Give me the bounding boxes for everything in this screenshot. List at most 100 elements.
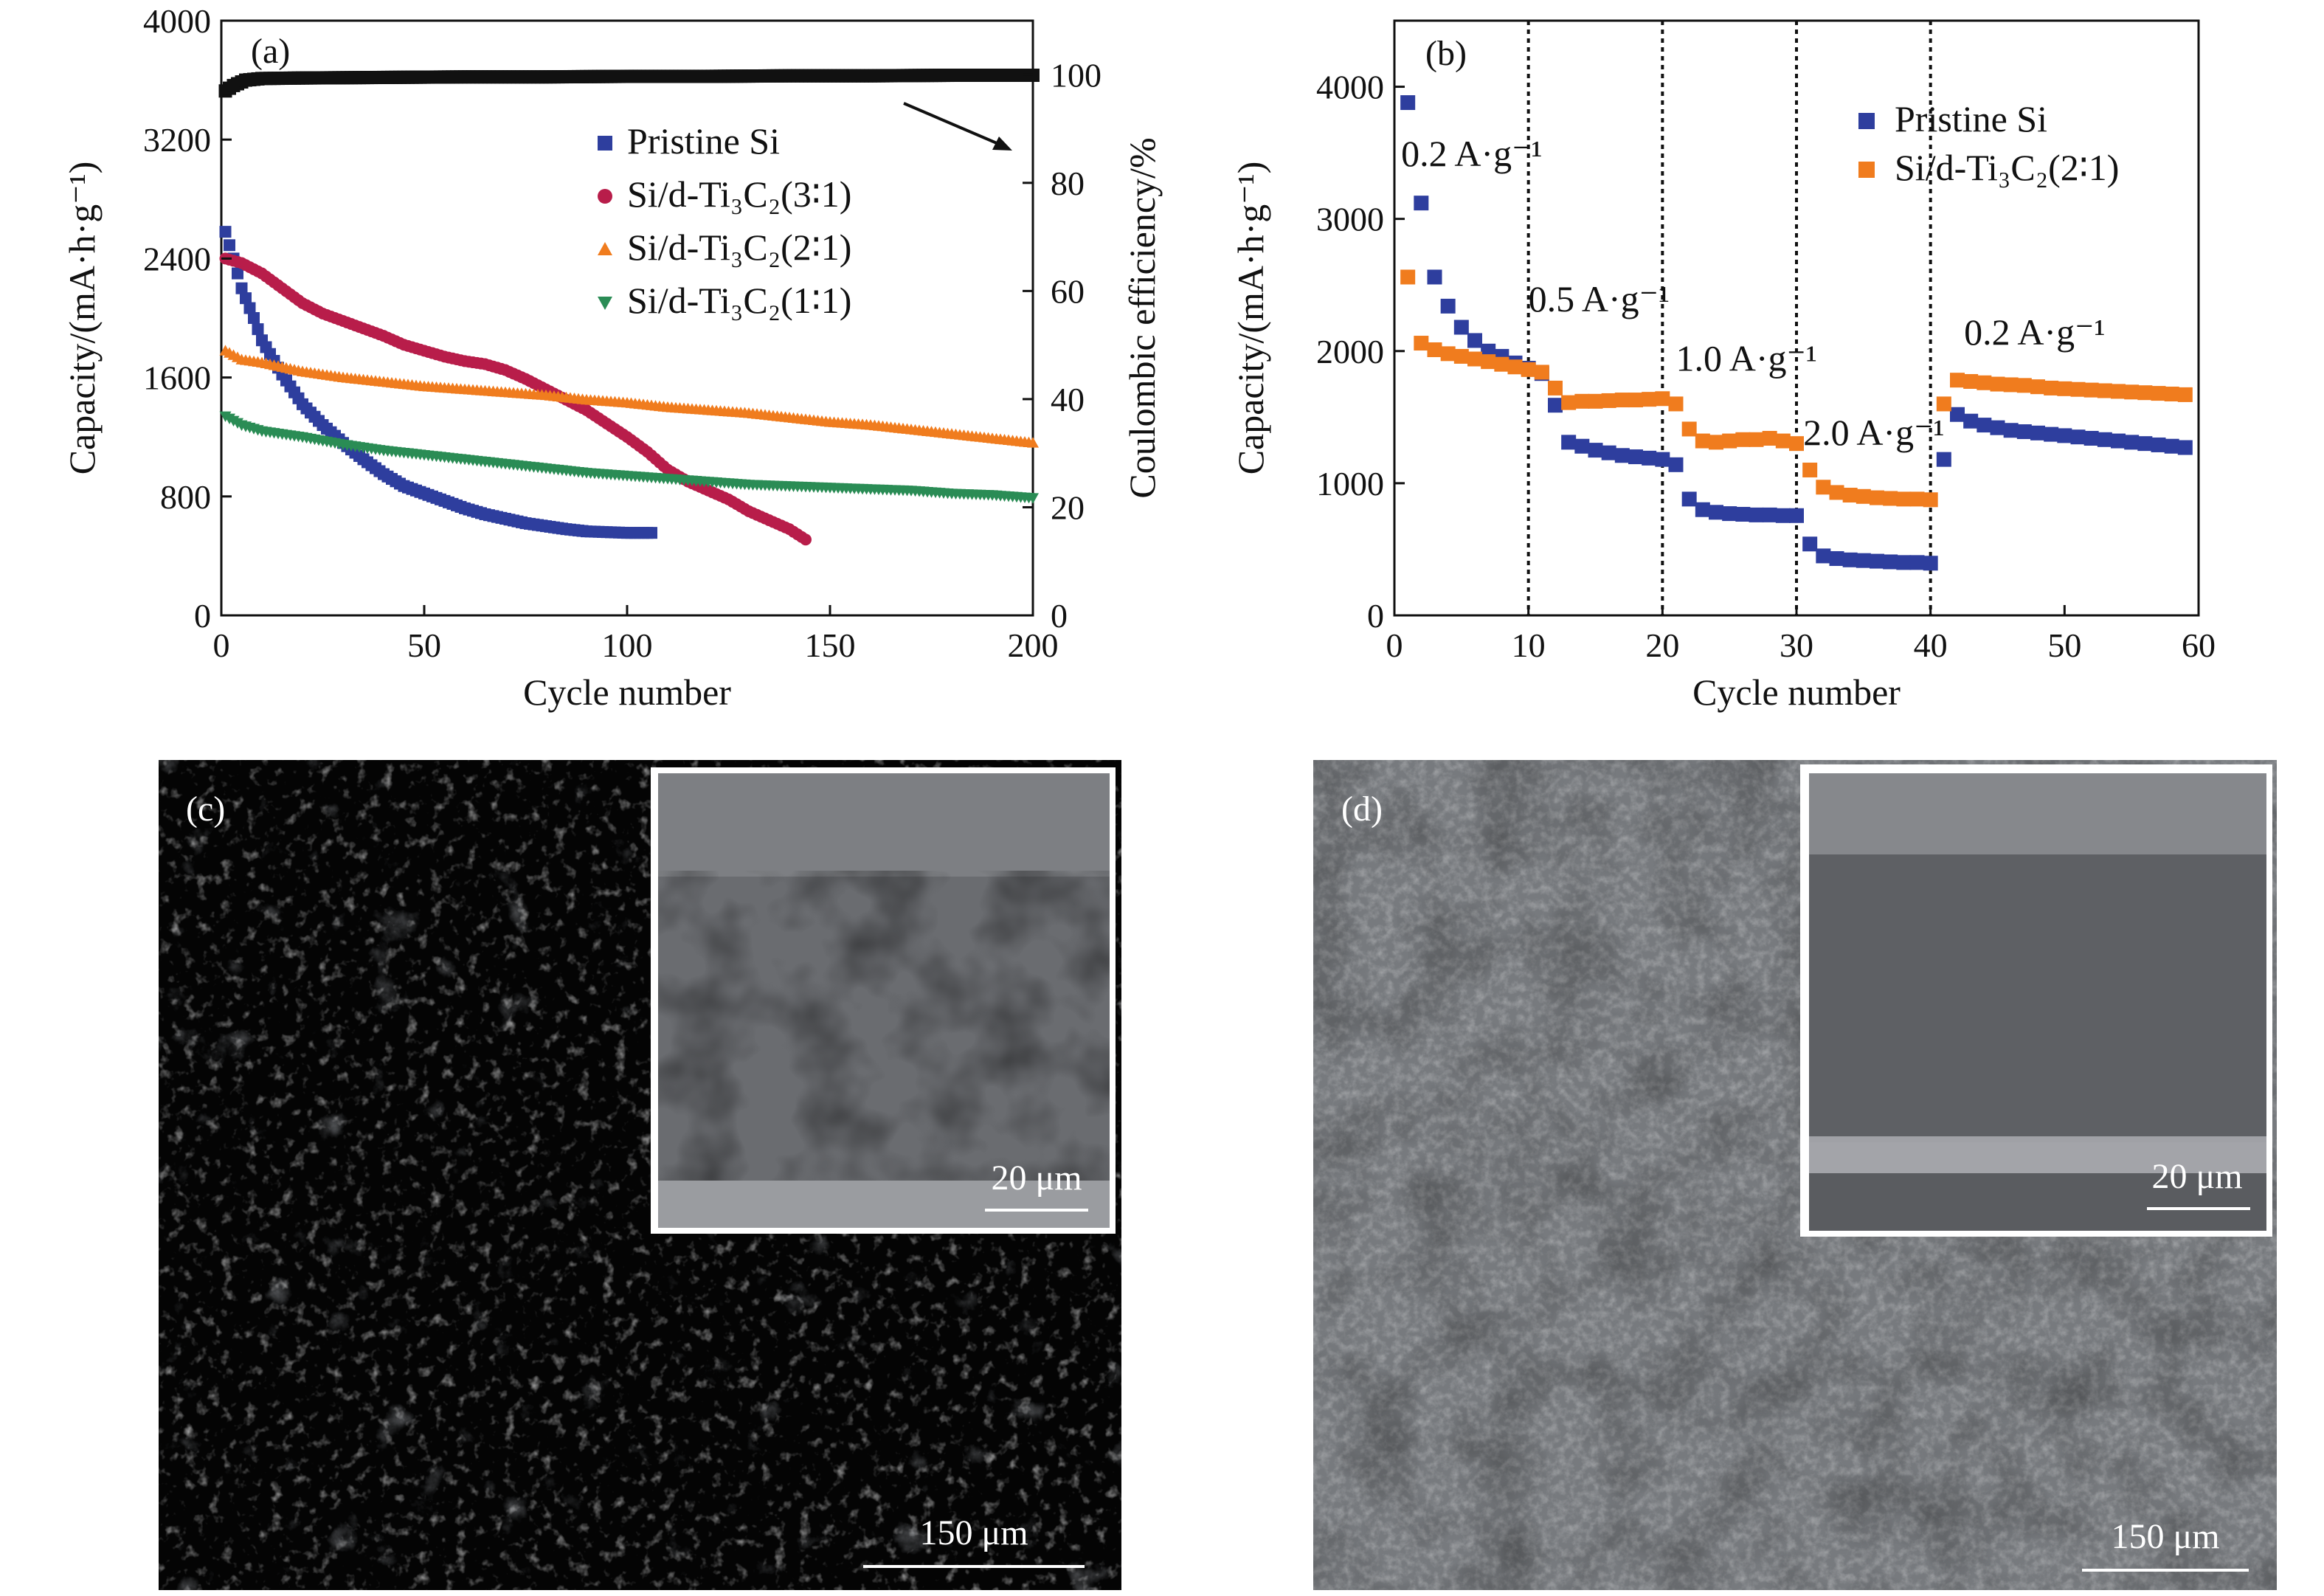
data-point-si-d-ti-c-2-1- (1507, 359, 1523, 375)
data-point-si-d-ti-c-2-1- (1453, 348, 1469, 364)
y-tick-label-a: 2400 (143, 240, 211, 277)
y-tick-label-b: 3000 (1316, 201, 1384, 238)
legend-marker-a (598, 297, 612, 310)
x-tick-label-b: 40 (1914, 626, 1948, 664)
data-point-pristine-si (1775, 508, 1791, 523)
data-point-si-d-ti-c-2-1- (1722, 433, 1737, 449)
data-point-pristine-si (2164, 438, 2179, 454)
data-point-pristine-si (1548, 398, 1563, 413)
chart-b: 0 10 20 30 40 50 60 0 1000 2000 3000 4000 0.2 A·g⁻¹… (1230, 19, 2216, 713)
scale-label-d: 150 μm (2111, 1517, 2219, 1556)
panel-label-d: (d) (1341, 790, 1383, 829)
data-point-si-d-ti-c-2-1- (2044, 380, 2059, 395)
legend-label-a: Si/d-Ti₃C₂(3∶1) (627, 173, 851, 215)
legend-marker-a (598, 136, 612, 151)
data-point-pristine-si (1909, 555, 1925, 570)
y2-tick-label-a: 100 (1051, 56, 1102, 94)
x-tick-label-a: 0 (213, 626, 230, 664)
legend-marker-b (1858, 113, 1875, 129)
y-tick-label-a: 4000 (143, 2, 211, 40)
y2-tick-label-a: 60 (1051, 272, 1085, 310)
data-point-pristine-si (1681, 491, 1697, 507)
x-tick-label-b: 30 (1780, 626, 1813, 664)
data-point-pristine-si (2070, 429, 2086, 445)
y-tick-label-b: 1000 (1316, 465, 1384, 502)
rate-annotation: 2.0 A·g⁻¹ (1803, 412, 1944, 453)
data-point-pristine-si (2083, 430, 2099, 446)
data-point-pristine-si (243, 302, 256, 314)
data-point-pristine-si (646, 527, 657, 539)
data-point-si-d-ti-c-2-1- (1735, 432, 1751, 447)
data-point-pristine-si (2044, 426, 2059, 442)
data-point-si-d-ti-c-2-1- (1642, 392, 1657, 407)
data-point-si-d-ti-c-2-1- (1614, 393, 1630, 408)
data-point-si-d-ti-c-2-1- (1883, 491, 1898, 506)
x-tick-label-b: 60 (2182, 626, 2216, 664)
data-point-si-d-ti-c-2-1- (1027, 437, 1039, 448)
x-tick-label-b: 50 (2047, 626, 2081, 664)
data-point-pristine-si (1977, 418, 1992, 433)
data-point-pristine-si (1870, 553, 1884, 569)
data-point-pristine-si (224, 239, 235, 252)
scale-label-inset-c: 20 μm (991, 1158, 1082, 1198)
data-point-pristine-si (1655, 452, 1670, 467)
data-point-pristine-si (1427, 269, 1442, 285)
y-tick-label-a: 800 (160, 478, 211, 516)
data-point-pristine-si (2111, 433, 2126, 449)
data-point-pristine-si (1950, 407, 1965, 422)
data-point-pristine-si (1816, 548, 1831, 564)
data-point-si-d-ti-c-2-1- (1574, 393, 1590, 409)
data-point-pristine-si (1453, 319, 1469, 335)
data-point-pristine-si (1588, 443, 1603, 458)
rate-annotation: 0.5 A·g⁻¹ (1529, 278, 1670, 319)
legend-label-a: Pristine Si (627, 120, 780, 162)
panel-label-a: (a) (251, 32, 290, 71)
data-point-pristine-si (1735, 506, 1751, 522)
data-point-pristine-si (1614, 448, 1630, 463)
data-point-pristine-si (1467, 333, 1482, 348)
data-point-si-d-ti-c-2-1- (1842, 488, 1858, 503)
data-point-si-d-ti-c-2-1- (1789, 436, 1804, 452)
data-point-si-d-ti-c-2-1- (1440, 346, 1456, 362)
y-tick-label-b: 0 (1367, 597, 1384, 635)
data-point-si-d-ti-c-2-1- (1534, 365, 1549, 380)
data-point-si-d-ti-c-2-1- (1628, 393, 1643, 408)
data-point-pristine-si (2151, 437, 2166, 452)
data-point-pristine-si (1668, 457, 1684, 472)
data-point-si-d-ti-c-2-1- (2030, 379, 2045, 395)
data-point-si-d-ti-c-2-1- (1749, 432, 1764, 447)
data-point-si-d-ti-c-2-1- (1923, 492, 1938, 508)
data-point-pristine-si (2177, 440, 2193, 455)
arrow-head-a (992, 137, 1012, 151)
data-point-si-d-ti-c-2-1- (1870, 490, 1884, 505)
data-point-pristine-si (1802, 536, 1818, 552)
chart-a: 0 50 100 150 2000800160024003200400002040608… (61, 2, 1163, 713)
legend-marker-a (598, 242, 612, 255)
data-point-si-d-ti-c-2-1- (1695, 433, 1710, 449)
legend-marker-a (598, 189, 612, 204)
sem-image-c: (c) 20 μm 150 μm (159, 760, 1121, 1590)
data-point-si-d-ti-c-2-1- (1681, 421, 1697, 437)
data-point-pristine-si (2057, 428, 2072, 443)
data-point-pristine-si (235, 282, 248, 294)
data-point-si-d-ti-c-2-1- (1548, 380, 1563, 395)
scale-label-c: 150 μm (919, 1513, 1028, 1552)
data-point-si-d-ti-c-1-1- (1027, 493, 1039, 504)
data-point-si-d-ti-c-2-1- (1561, 395, 1577, 410)
data-point-pristine-si (2003, 423, 2019, 438)
data-point-pristine-si (1963, 413, 1979, 429)
legend-label-b: Si/d-Ti₃C₂(2∶1) (1895, 147, 2119, 188)
data-point-si-d-ti-c-2-1- (2177, 387, 2193, 402)
data-point-si-d-ti-c-2-1- (1481, 354, 1496, 370)
sem-image-d: (d) 20 μm 150 μm (1313, 760, 2277, 1590)
data-point-si-d-ti-c-2-1- (1896, 491, 1912, 507)
panel-label-c: (c) (186, 790, 225, 829)
data-point-pristine-si (1642, 450, 1657, 466)
data-point-pristine-si (240, 292, 252, 305)
data-point-pristine-si (1896, 555, 1912, 570)
data-point-si-d-ti-c-2-1- (1856, 488, 1871, 504)
y2-tick-label-a: 20 (1051, 488, 1085, 526)
data-point-si-d-ti-c-2-1- (2057, 381, 2072, 396)
data-point-pristine-si (2016, 424, 2032, 440)
